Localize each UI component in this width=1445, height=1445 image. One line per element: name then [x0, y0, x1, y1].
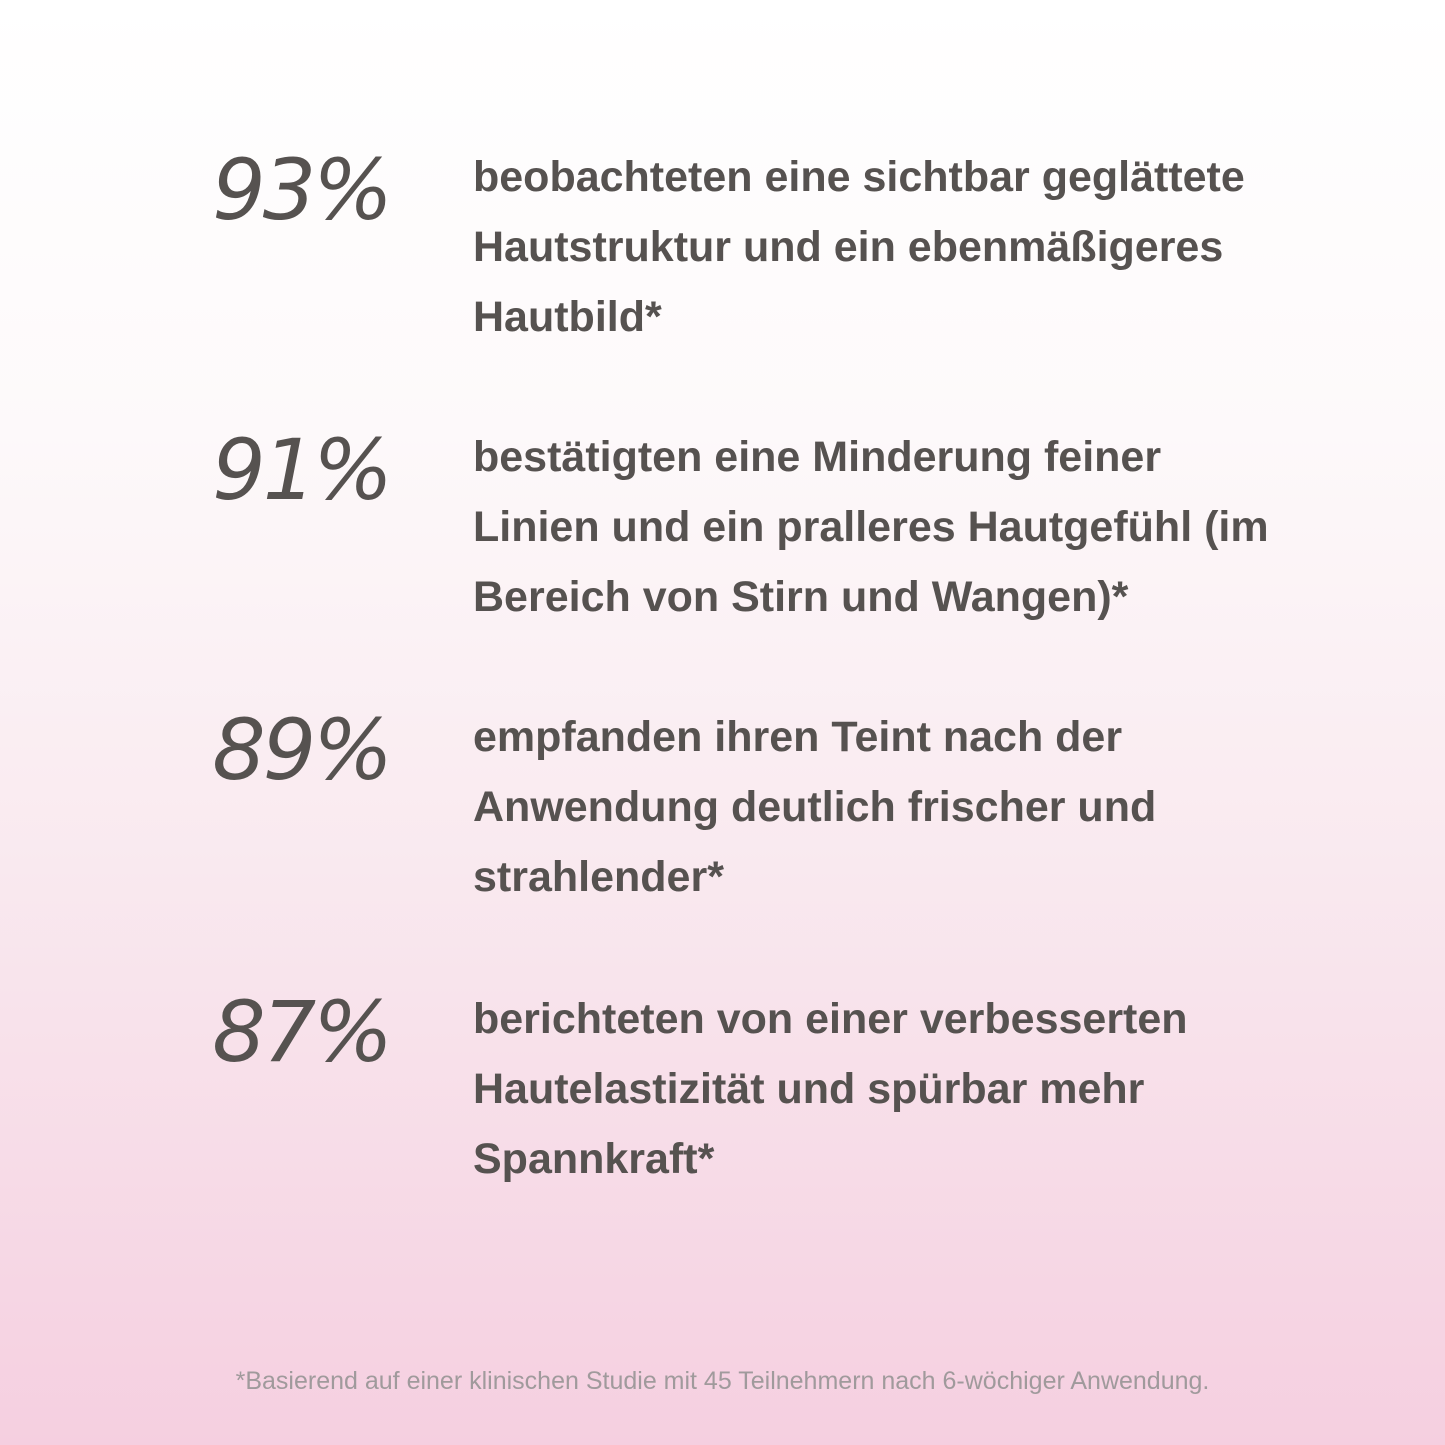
stat-description: empfanden ihren Teint nach der Anwendung… — [473, 702, 1373, 912]
stat-description-line: berichteten von einer verbesserten — [473, 995, 1188, 1043]
stat-item-91: 91% bestätigten eine Minderung feiner Li… — [0, 420, 1445, 640]
stat-description-line: Bereich von Stirn und Wangen)* — [473, 573, 1129, 621]
stat-description-line: strahlender* — [473, 853, 724, 901]
stat-percent: 91% — [212, 421, 393, 519]
stat-description-line: Linien und ein pralleres Hautgefühl (im — [473, 503, 1269, 551]
stat-item-93: 93% beobachteten eine sichtbar geglättet… — [0, 140, 1445, 360]
stat-description-line: Hautelastizität und spürbar mehr — [473, 1065, 1145, 1113]
stat-description-line: beobachteten eine sichtbar geglättete — [473, 153, 1245, 201]
stat-description-line: empfanden ihren Teint nach der — [473, 713, 1123, 761]
stat-description-line: Hautbild* — [473, 293, 662, 341]
stat-percent: 87% — [212, 983, 393, 1081]
stat-item-89: 89% empfanden ihren Teint nach der Anwen… — [0, 700, 1445, 920]
stat-description: berichteten von einer verbesserten Haute… — [473, 984, 1373, 1194]
stat-description-line: Spannkraft* — [473, 1135, 715, 1183]
stat-description: bestätigten eine Minderung feiner Linien… — [473, 422, 1373, 632]
study-footnote: *Basierend auf einer klinischen Studie m… — [235, 1367, 1210, 1395]
stat-description: beobachteten eine sichtbar geglättete Ha… — [473, 142, 1373, 352]
stat-description-line: bestätigten eine Minderung feiner — [473, 433, 1162, 481]
stat-description-line: Anwendung deutlich frischer und — [473, 783, 1157, 831]
stat-description-line: Hautstruktur und ein ebenmäßigeres — [473, 223, 1224, 271]
stat-percent: 89% — [212, 701, 393, 799]
stat-item-87: 87% berichteten von einer verbesserten H… — [0, 982, 1445, 1202]
stat-percent: 93% — [212, 141, 393, 239]
